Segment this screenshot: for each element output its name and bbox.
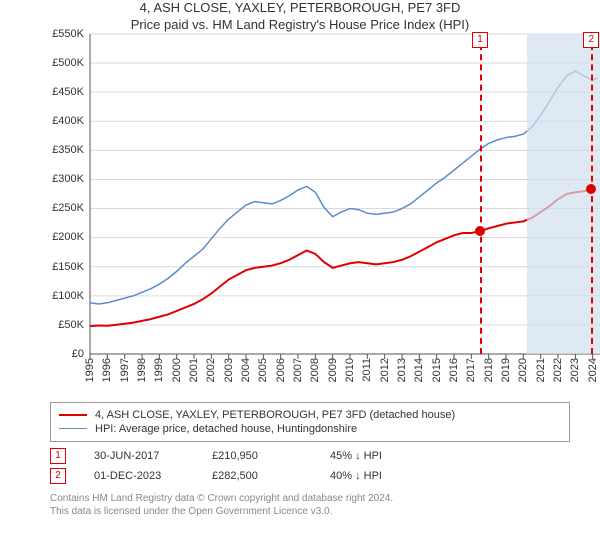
x-tick-label: 2022 — [552, 358, 564, 382]
x-tick-label: 2020 — [517, 358, 529, 382]
series-hpi — [90, 71, 598, 304]
legend-label: HPI: Average price, detached house, Hunt… — [95, 423, 357, 435]
event-number: 1 — [50, 448, 66, 464]
events-table: 1 30-JUN-2017 £210,950 45% ↓ HPI 2 01-DEC-202… — [50, 448, 570, 484]
event-date: 01-DEC-2023 — [94, 470, 184, 482]
x-tick-label: 2012 — [379, 358, 391, 382]
y-tick-label: £400K — [52, 115, 84, 127]
plot-area: £0£50K£100K£150K£200K£250K£300K£350K£400… — [90, 34, 600, 354]
event-dot — [586, 184, 596, 194]
attribution: Contains HM Land Registry data © Crown c… — [50, 492, 570, 518]
legend-swatch — [59, 414, 87, 416]
y-tick-label: £0 — [72, 348, 84, 360]
x-tick-label: 2003 — [223, 358, 235, 382]
x-tick-label: 2001 — [188, 358, 200, 382]
legend-row: 4, ASH CLOSE, YAXLEY, PETERBOROUGH, PE7 … — [59, 409, 561, 421]
x-tick-label: 2017 — [465, 358, 477, 382]
x-tick-label: 2009 — [327, 358, 339, 382]
x-tick-label: 2019 — [500, 358, 512, 382]
title-line1: 4, ASH CLOSE, YAXLEY, PETERBOROUGH, PE7 … — [0, 0, 600, 17]
x-tick-label: 1999 — [153, 358, 165, 382]
event-row: 1 30-JUN-2017 £210,950 45% ↓ HPI — [50, 448, 570, 464]
x-tick-label: 2010 — [344, 358, 356, 382]
x-tick-label: 2013 — [396, 358, 408, 382]
x-tick-label: 2005 — [257, 358, 269, 382]
legend-label: 4, ASH CLOSE, YAXLEY, PETERBOROUGH, PE7 … — [95, 409, 455, 421]
event-price: £210,950 — [212, 450, 302, 462]
x-tick-label: 2016 — [448, 358, 460, 382]
x-tick-label: 2007 — [292, 358, 304, 382]
y-tick-label: £150K — [52, 261, 84, 273]
y-tick-label: £100K — [52, 290, 84, 302]
chart-title: 4, ASH CLOSE, YAXLEY, PETERBOROUGH, PE7 … — [0, 0, 600, 34]
y-tick-label: £200K — [52, 231, 84, 243]
y-tick-label: £250K — [52, 202, 84, 214]
x-tick-label: 2024 — [587, 358, 599, 382]
x-tick-label: 2018 — [483, 358, 495, 382]
attribution-line1: Contains HM Land Registry data © Crown c… — [50, 492, 570, 505]
x-tick-label: 2000 — [171, 358, 183, 382]
x-tick-label: 1998 — [136, 358, 148, 382]
x-tick-label: 1997 — [119, 358, 131, 382]
event-dot — [475, 226, 485, 236]
y-tick-label: £350K — [52, 144, 84, 156]
x-tick-label: 2011 — [361, 358, 373, 382]
event-vline — [480, 34, 482, 354]
attribution-line2: This data is licensed under the Open Gov… — [50, 505, 570, 518]
x-tick-label: 2023 — [569, 358, 581, 382]
x-tick-label: 2021 — [535, 358, 547, 382]
x-tick-label: 2014 — [413, 358, 425, 382]
event-date: 30-JUN-2017 — [94, 450, 184, 462]
x-tick-label: 2006 — [275, 358, 287, 382]
title-line2: Price paid vs. HM Land Registry's House … — [0, 17, 600, 34]
y-tick-label: £50K — [58, 319, 84, 331]
legend-swatch — [59, 428, 87, 429]
y-tick-label: £500K — [52, 57, 84, 69]
y-tick-label: £300K — [52, 173, 84, 185]
x-tick-label: 2002 — [205, 358, 217, 382]
event-number: 2 — [50, 468, 66, 484]
event-number-box: 1 — [472, 32, 488, 48]
y-tick-label: £450K — [52, 86, 84, 98]
legend: 4, ASH CLOSE, YAXLEY, PETERBOROUGH, PE7 … — [50, 402, 570, 442]
legend-row: HPI: Average price, detached house, Hunt… — [59, 423, 561, 435]
event-number-box: 2 — [583, 32, 599, 48]
x-tick-label: 1995 — [84, 358, 96, 382]
event-delta: 45% ↓ HPI — [330, 450, 420, 462]
y-tick-label: £550K — [52, 28, 84, 40]
event-row: 2 01-DEC-2023 £282,500 40% ↓ HPI — [50, 468, 570, 484]
x-tick-label: 2004 — [240, 358, 252, 382]
series-price — [90, 189, 591, 325]
event-price: £282,500 — [212, 470, 302, 482]
x-tick-label: 2008 — [309, 358, 321, 382]
event-delta: 40% ↓ HPI — [330, 470, 420, 482]
x-tick-label: 2015 — [431, 358, 443, 382]
x-tick-label: 1996 — [101, 358, 113, 382]
